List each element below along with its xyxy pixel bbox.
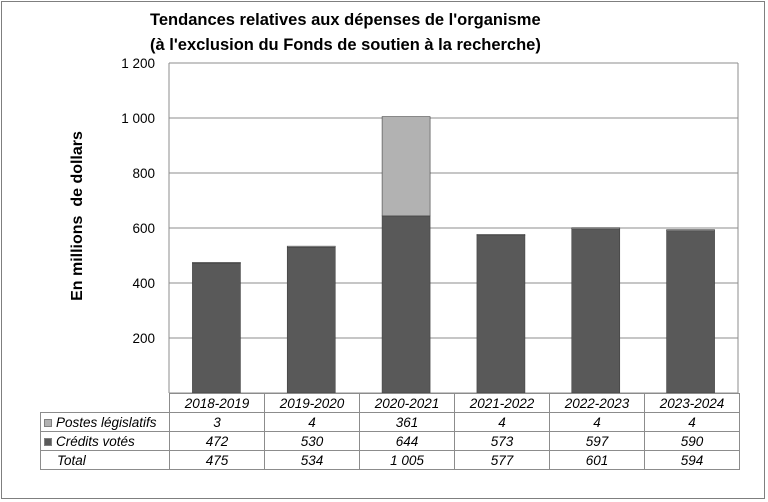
bar-postes-legislatifs <box>381 116 431 217</box>
bar-postes-legislatifs <box>192 262 241 264</box>
table-cell: 597 <box>549 431 645 451</box>
table-cell: 1 005 <box>359 450 455 470</box>
table-header-cell: 2022-2023 <box>549 393 645 413</box>
chart-title-line-2: (à l'exclusion du Fonds de soutien à la … <box>150 36 541 54</box>
table-row-credits-votes: Crédits votés 472 530 644 573 597 590 <box>40 431 740 451</box>
bar-credits-votes <box>476 235 526 394</box>
table-cell: 4 <box>454 412 550 432</box>
table-cell: 475 <box>169 450 265 470</box>
table-cell: 530 <box>264 431 360 451</box>
y-tick-label: 1 000 <box>121 111 155 126</box>
table-cell: 577 <box>454 450 550 470</box>
bar-credits-votes <box>666 230 715 394</box>
table-cell: 590 <box>644 431 740 451</box>
legend-swatch-postes-legislatifs <box>44 418 52 427</box>
bar-credits-votes <box>286 246 336 394</box>
y-tick-label: 1 200 <box>121 56 155 71</box>
table-header-cell: 2020-2021 <box>359 393 455 413</box>
table-header-cell: 2018-2019 <box>169 393 265 413</box>
table-cell: 4 <box>264 412 360 432</box>
table-cell: 534 <box>264 450 360 470</box>
table-cell: 644 <box>359 431 455 451</box>
table-cell: 472 <box>169 431 265 451</box>
bar-credits-votes <box>192 262 241 394</box>
table-row-postes-legislatifs: Postes législatifs 3 4 361 4 4 4 <box>40 412 740 432</box>
legend-label: Postes législatifs <box>56 414 157 430</box>
bar-postes-legislatifs <box>666 229 715 232</box>
bar-credits-votes <box>571 228 621 394</box>
table-header-cell: 2021-2022 <box>454 393 550 413</box>
table-cell: 573 <box>454 431 550 451</box>
table-header-cell: 2023-2024 <box>644 393 740 413</box>
legend-swatch-credits-votes <box>44 437 52 446</box>
table-cell: 361 <box>359 412 455 432</box>
chart-title: Tendances relatives aux dépenses de l'or… <box>150 8 580 58</box>
table-row-total: Total 475 534 1 005 577 601 594 <box>40 450 740 470</box>
table-cell: 601 <box>549 450 645 470</box>
table-cell: 3 <box>169 412 265 432</box>
y-tick-label: 600 <box>132 221 155 236</box>
table-header-blank <box>40 393 170 413</box>
bar-postes-legislatifs <box>476 234 526 236</box>
legend-label: Crédits votés <box>56 433 135 449</box>
table-cell: 594 <box>644 450 740 470</box>
legend-entry-credits-votes: Crédits votés <box>40 431 170 451</box>
chart-title-line-1: Tendances relatives aux dépenses de l'or… <box>150 11 541 29</box>
bar-postes-legislatifs <box>286 245 336 248</box>
data-table: 2018-2019 2019-2020 2020-2021 2021-2022 … <box>40 393 740 470</box>
table-cell: 4 <box>549 412 645 432</box>
table-header-row: 2018-2019 2019-2020 2020-2021 2021-2022 … <box>40 393 740 413</box>
y-tick-label: 800 <box>132 166 155 181</box>
y-tick-label: 400 <box>132 276 155 291</box>
bar-credits-votes <box>381 215 431 394</box>
table-row-label-total: Total <box>40 450 170 470</box>
legend-entry-postes-legislatifs: Postes législatifs <box>40 412 170 432</box>
bar-postes-legislatifs <box>571 227 621 230</box>
y-tick-label: 200 <box>132 331 155 346</box>
table-cell: 4 <box>644 412 740 432</box>
table-header-cell: 2019-2020 <box>264 393 360 413</box>
